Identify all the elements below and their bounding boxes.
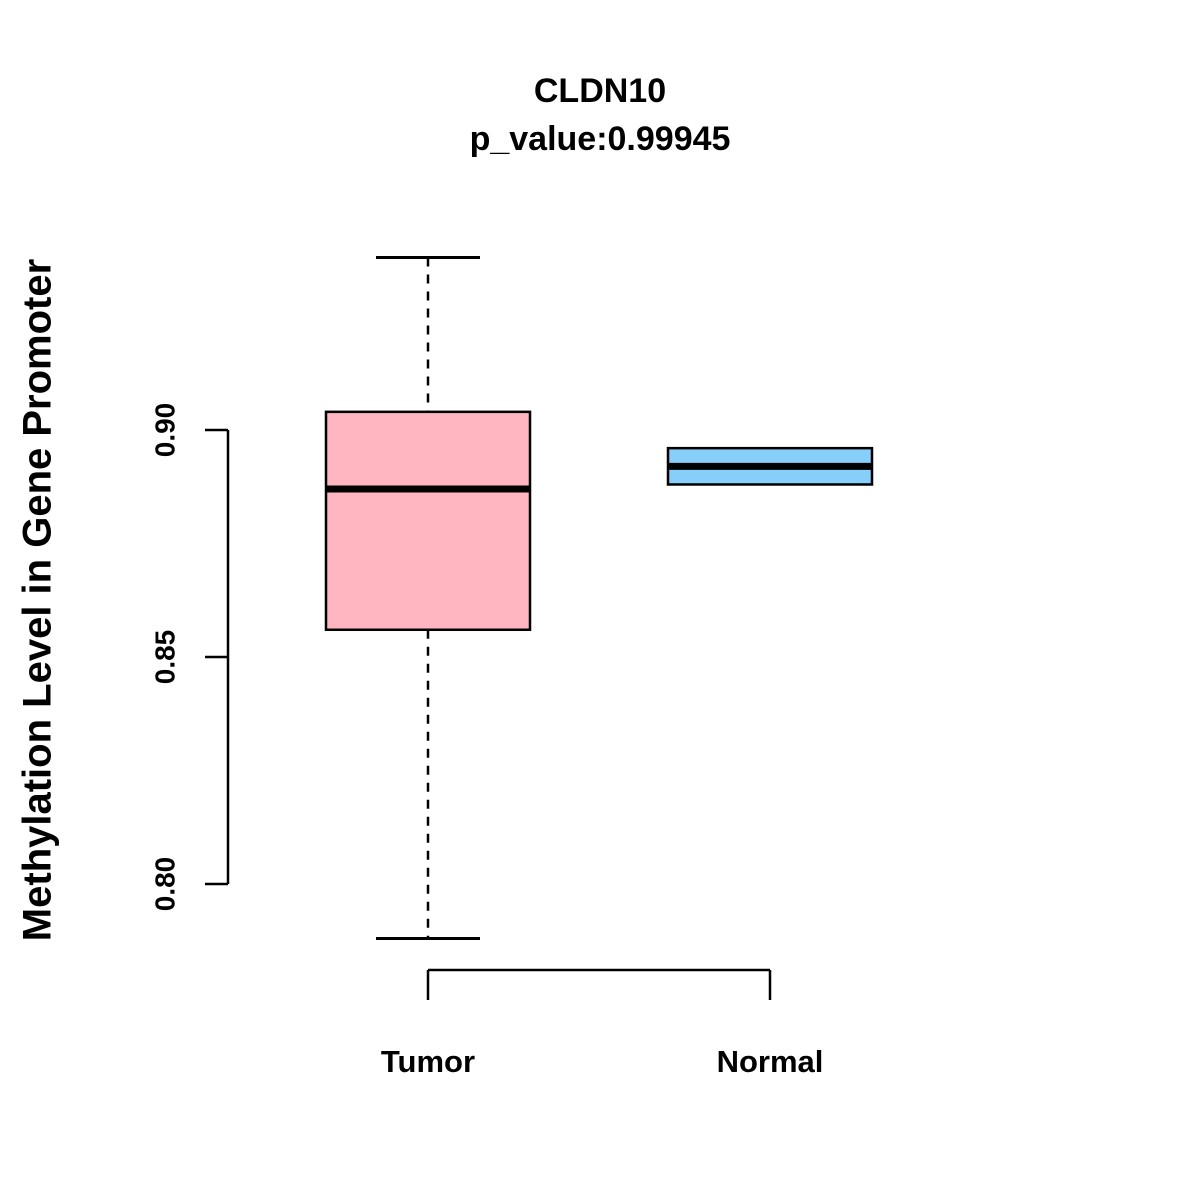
y-tick-label: 0.80 [150,857,181,912]
x-category-label-tumor: Tumor [381,1044,475,1079]
chart-subtitle: p_value:0.99945 [469,120,731,158]
y-tick-label: 0.85 [150,630,181,685]
x-category-label-normal: Normal [717,1044,824,1079]
box-tumor [324,410,532,632]
y-tick-label: 0.90 [150,403,181,458]
chart-title: CLDN10 [533,72,667,110]
